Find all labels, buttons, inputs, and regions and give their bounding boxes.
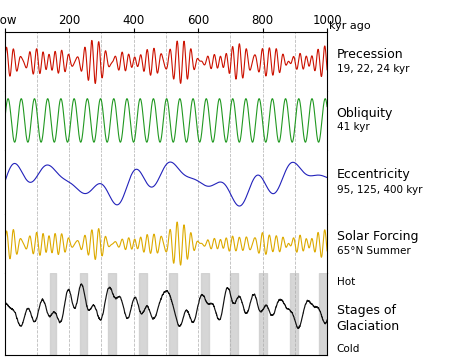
- Text: 19, 22, 24 kyr: 19, 22, 24 kyr: [337, 64, 409, 74]
- Text: 65°N Summer: 65°N Summer: [337, 246, 410, 256]
- Bar: [230, 273, 238, 355]
- Text: Eccentricity: Eccentricity: [337, 168, 410, 181]
- Bar: [290, 273, 298, 355]
- Bar: [259, 273, 267, 355]
- Bar: [169, 273, 177, 355]
- Bar: [201, 273, 210, 355]
- Text: Cold: Cold: [337, 344, 360, 354]
- Text: Hot: Hot: [337, 277, 355, 287]
- Bar: [319, 273, 327, 355]
- Bar: [108, 273, 116, 355]
- Text: Obliquity: Obliquity: [337, 107, 393, 120]
- Text: kyr ago: kyr ago: [329, 20, 371, 31]
- Bar: [50, 273, 56, 355]
- Text: Precession: Precession: [337, 48, 403, 61]
- Bar: [138, 273, 146, 355]
- Text: 95, 125, 400 kyr: 95, 125, 400 kyr: [337, 185, 422, 195]
- Bar: [81, 273, 87, 355]
- Text: Solar Forcing: Solar Forcing: [337, 230, 418, 243]
- Text: Stages of
Glaciation: Stages of Glaciation: [337, 304, 400, 333]
- Text: 41 kyr: 41 kyr: [337, 122, 369, 132]
